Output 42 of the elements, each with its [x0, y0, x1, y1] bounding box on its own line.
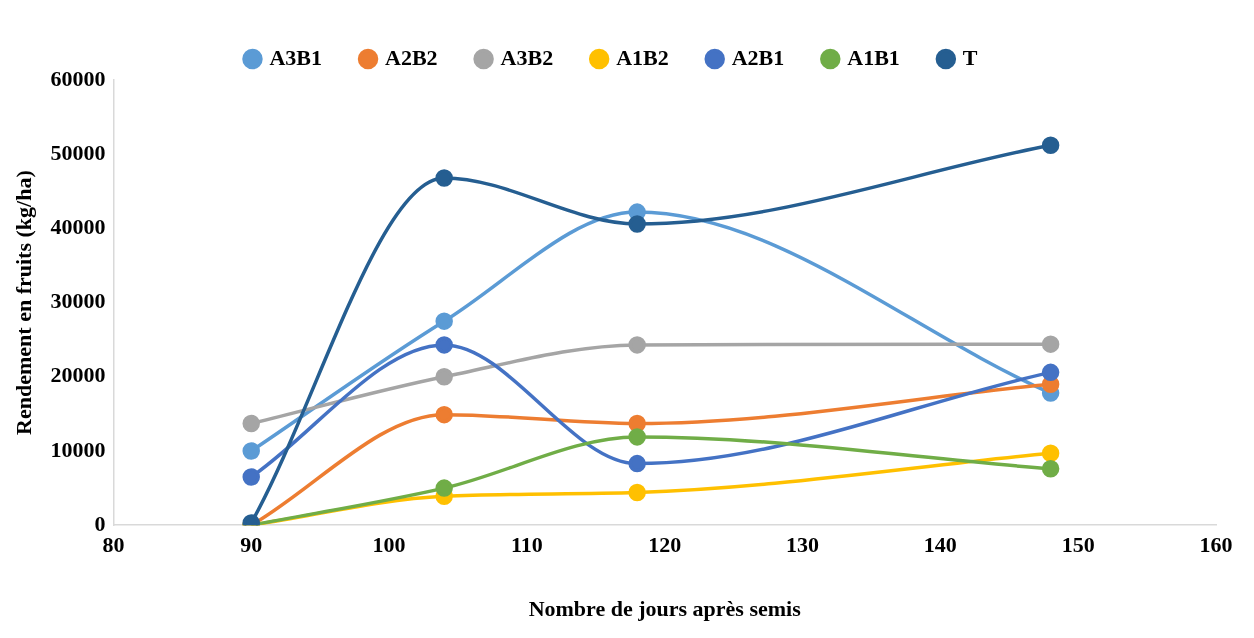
- x-tick-label: 130: [786, 532, 820, 558]
- y-tick-label: 60000: [50, 65, 106, 91]
- x-tick-label: 110: [510, 532, 543, 558]
- legend-label: A1B2: [616, 44, 669, 70]
- legend-label: A1B1: [847, 44, 900, 70]
- point: [435, 479, 453, 497]
- y-tick-label: 30000: [50, 288, 106, 314]
- legend-label: A2B1: [731, 44, 785, 70]
- point: [1041, 136, 1060, 155]
- point: [1041, 444, 1060, 462]
- x-tick-label: 120: [648, 532, 682, 558]
- point: [628, 428, 646, 446]
- x-tick-label: 140: [923, 532, 957, 558]
- x-tick-label: 150: [1061, 532, 1095, 558]
- legend-label: T: [962, 44, 978, 70]
- point: [628, 215, 646, 233]
- point: [242, 414, 260, 433]
- point: [435, 312, 453, 330]
- point: [435, 368, 453, 386]
- y-tick-label: 10000: [50, 436, 106, 462]
- x-tick-label: 100: [372, 532, 406, 558]
- y-tick-label: 40000: [50, 214, 106, 240]
- y-axis-title: Rendement en fruits (kg/ha): [10, 170, 36, 435]
- point: [628, 454, 646, 473]
- point: [435, 405, 453, 424]
- x-axis-title: Nombre de jours après semis: [528, 596, 802, 622]
- point: [628, 483, 646, 502]
- point: [1041, 460, 1060, 478]
- legend-label: A3B2: [500, 44, 554, 70]
- point: [628, 336, 646, 354]
- point: [242, 442, 260, 460]
- y-tick-label: 50000: [50, 139, 106, 165]
- x-tick-label: 90: [240, 532, 263, 558]
- point: [435, 336, 453, 354]
- legend-label: A3B1: [269, 44, 323, 70]
- point: [1041, 335, 1060, 353]
- legend-label: A2B2: [385, 44, 438, 70]
- y-tick-label: 20000: [50, 362, 106, 388]
- point: [242, 468, 260, 486]
- point: [1041, 363, 1060, 382]
- point: [435, 169, 453, 187]
- x-tick-label: 160: [1199, 532, 1233, 558]
